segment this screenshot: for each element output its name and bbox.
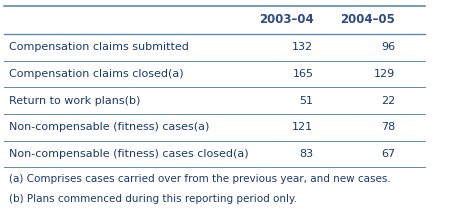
Text: 67: 67 bbox=[381, 149, 395, 159]
Text: (a) Comprises cases carried over from the previous year, and new cases.: (a) Comprises cases carried over from th… bbox=[9, 174, 390, 184]
Text: 22: 22 bbox=[381, 96, 395, 106]
Text: Compensation claims closed(a): Compensation claims closed(a) bbox=[9, 69, 183, 79]
Text: 2003–04: 2003–04 bbox=[259, 13, 313, 26]
Text: 165: 165 bbox=[292, 69, 313, 79]
Text: (b) Plans commenced during this reporting period only.: (b) Plans commenced during this reportin… bbox=[9, 194, 296, 204]
Text: Non-compensable (fitness) cases closed(a): Non-compensable (fitness) cases closed(a… bbox=[9, 149, 248, 159]
Text: 51: 51 bbox=[300, 96, 313, 106]
Text: 96: 96 bbox=[381, 42, 395, 52]
Text: Compensation claims submitted: Compensation claims submitted bbox=[9, 42, 189, 52]
Text: 2004–05: 2004–05 bbox=[340, 13, 395, 26]
Text: 121: 121 bbox=[292, 122, 313, 132]
Text: 129: 129 bbox=[374, 69, 395, 79]
Text: Non-compensable (fitness) cases(a): Non-compensable (fitness) cases(a) bbox=[9, 122, 209, 132]
Text: 132: 132 bbox=[292, 42, 313, 52]
Text: 83: 83 bbox=[299, 149, 313, 159]
Text: Return to work plans(b): Return to work plans(b) bbox=[9, 96, 140, 106]
Text: 78: 78 bbox=[381, 122, 395, 132]
